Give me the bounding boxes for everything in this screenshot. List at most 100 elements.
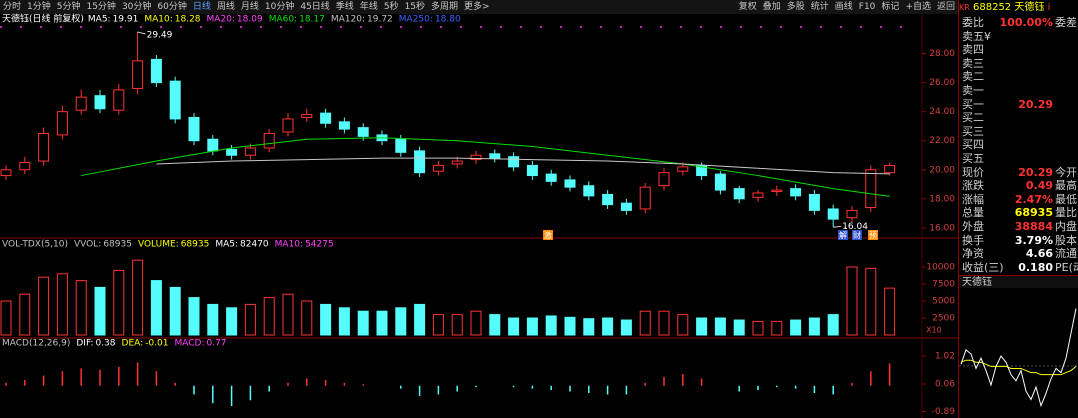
toolbar-button[interactable]: 10分钟 (264, 2, 295, 12)
volume-bar (150, 280, 162, 336)
toolbar-button[interactable]: 1分钟 (27, 2, 51, 12)
toolbar-button[interactable]: F10 (858, 2, 876, 12)
toolbar-button[interactable]: 30分钟 (121, 2, 152, 12)
unit-label: X10 (926, 326, 942, 335)
kline-chart: 天德钰(日线 前复权) MA5: 19.91 MA10: 18.28 MA20: 18.09… (0, 13, 958, 418)
toolbar-button[interactable]: 返回 (936, 2, 955, 12)
toolbar-button[interactable]: 15分钟 (86, 2, 116, 12)
volume-bar (0, 300, 12, 336)
y-tick-label: 26.00 (929, 78, 955, 88)
volume-bar (489, 314, 501, 336)
row-value: 0.49 (1025, 179, 1053, 193)
candle-body (583, 185, 595, 197)
toolbar-button[interactable]: 60分钟 (157, 2, 187, 12)
indicator-value: 18.28 (175, 15, 201, 25)
candle-body (150, 58, 162, 84)
indicator-value: 54275 (305, 240, 334, 250)
candle-body (414, 150, 426, 174)
order-row: 净资 4.66 流通 (962, 247, 1077, 261)
intraday-avg (960, 359, 1077, 376)
quote-panel: KR 688252 天德钰 i 委比 100.00% 委差 卖五¥ 卖四 卖三 卖二 卖一 买一… (958, 0, 1078, 418)
candle-body (75, 96, 87, 111)
candle-body (263, 132, 275, 149)
candle-body (489, 153, 501, 159)
toolbar-button[interactable]: 叠加 (762, 2, 781, 12)
event-label: 激 (544, 230, 552, 240)
candle-body (790, 188, 802, 197)
candle-body (771, 189, 783, 193)
toolbar-button[interactable]: +自选 (905, 2, 931, 12)
volume-bar (226, 307, 238, 336)
volume-bar (357, 310, 369, 336)
row-label2: 最高 (1055, 179, 1077, 193)
indicator-label: MA10: (144, 15, 172, 25)
row-label: 买一 (962, 97, 984, 111)
candle-body (639, 186, 651, 210)
volume-bar (526, 317, 538, 336)
toolbar-button[interactable]: 15秒 (404, 2, 426, 12)
info-icon[interactable]: i (1047, 2, 1051, 13)
toolbar-button[interactable]: 画线 (834, 2, 853, 12)
candle-body (113, 89, 125, 111)
row-value: 20.29 (1018, 97, 1053, 111)
toolbar-button[interactable]: 统计 (810, 2, 829, 12)
toolbar-button[interactable]: 标记 (881, 2, 900, 12)
row-label: 现价 (962, 165, 984, 179)
row-value: 100.00% (999, 16, 1053, 29)
volume-bar (75, 280, 87, 336)
y-tick-label: 24.00 (929, 107, 955, 117)
toolbar-button[interactable]: 周线 (216, 2, 235, 12)
toolbar-button[interactable]: 分时 (3, 2, 22, 12)
toolbar-button[interactable]: 月线 (240, 2, 259, 12)
volume-bar (451, 314, 463, 336)
row-label: 净资 (962, 247, 984, 261)
event-marker (543, 230, 553, 240)
row-label: 换手 (962, 233, 984, 247)
row-label: 涨幅 (962, 192, 984, 206)
indicator-value: 18.80 (435, 15, 461, 25)
order-row: 总量 68935 量比 (962, 206, 1077, 220)
candle-body (56, 111, 68, 136)
candle-body (602, 193, 614, 206)
volume-bar (790, 319, 802, 336)
row-value: 0.180 (1018, 260, 1053, 274)
y-tick-label: 20.00 (929, 165, 955, 175)
ma-line (156, 157, 890, 175)
toolbar-button[interactable]: 多股 (786, 2, 805, 12)
indicator-value: 18.09 (237, 15, 263, 25)
candle-body (0, 169, 12, 177)
row-label: 卖四 (962, 43, 984, 57)
candle-body (733, 188, 745, 200)
order-row: 卖五¥ (962, 30, 1077, 44)
volume-bar (207, 303, 219, 336)
market: KR (959, 3, 970, 12)
toolbar-button[interactable]: 日线 (192, 2, 211, 12)
candle-body (432, 164, 444, 172)
toolbar-button[interactable]: 更多> (464, 2, 490, 12)
toolbar-button[interactable]: 复权 (738, 2, 757, 12)
volume-bar (19, 293, 31, 336)
row-label: 外盘 (962, 220, 984, 233)
volume-bar (677, 314, 689, 336)
row-label: 委比 (962, 16, 984, 29)
indicator-label: VOLUME: (138, 240, 179, 250)
volume-bar (376, 310, 388, 336)
y-tick-label: 1.02 (935, 352, 955, 362)
volume-bar (602, 317, 614, 336)
toolbar-button[interactable]: 45日线 (300, 2, 330, 12)
volume-bar (470, 310, 482, 336)
candle-body (207, 138, 219, 152)
y-tick-label: 7500 (932, 280, 955, 290)
event-label: 财 (853, 230, 861, 240)
volume-bar (113, 269, 125, 336)
toolbar: 分时 1分钟 5分钟 15分钟 30分钟 60分钟 日线 周线 月线 10分钟 45日线 季线 年线 5秒… (0, 0, 958, 14)
candle-body (470, 154, 482, 161)
toolbar-button[interactable]: 多周期 (431, 2, 459, 12)
toolbar-button[interactable]: 5秒 (383, 2, 399, 12)
toolbar-button[interactable]: 5分钟 (56, 2, 81, 12)
toolbar-button[interactable]: 年线 (359, 2, 378, 12)
toolbar-button[interactable]: 季线 (335, 2, 354, 12)
event-marker (868, 230, 878, 240)
volume-bar (432, 314, 444, 336)
candle-body (884, 165, 896, 174)
